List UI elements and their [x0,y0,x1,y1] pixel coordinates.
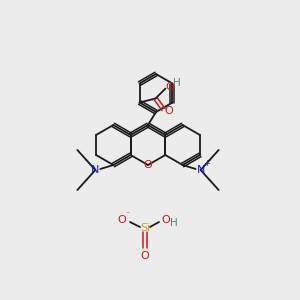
Text: Si: Si [140,223,150,233]
Text: +: + [203,160,210,169]
Text: O: O [141,251,149,261]
Text: O: O [144,160,152,170]
Text: H: H [173,77,180,88]
Text: ⁻: ⁻ [126,209,130,218]
Text: O: O [118,215,126,225]
Text: N: N [91,165,100,175]
Text: O: O [165,82,174,92]
Text: O: O [162,215,170,225]
Text: H: H [170,218,178,228]
Text: N: N [196,165,205,175]
Text: O: O [164,106,173,116]
